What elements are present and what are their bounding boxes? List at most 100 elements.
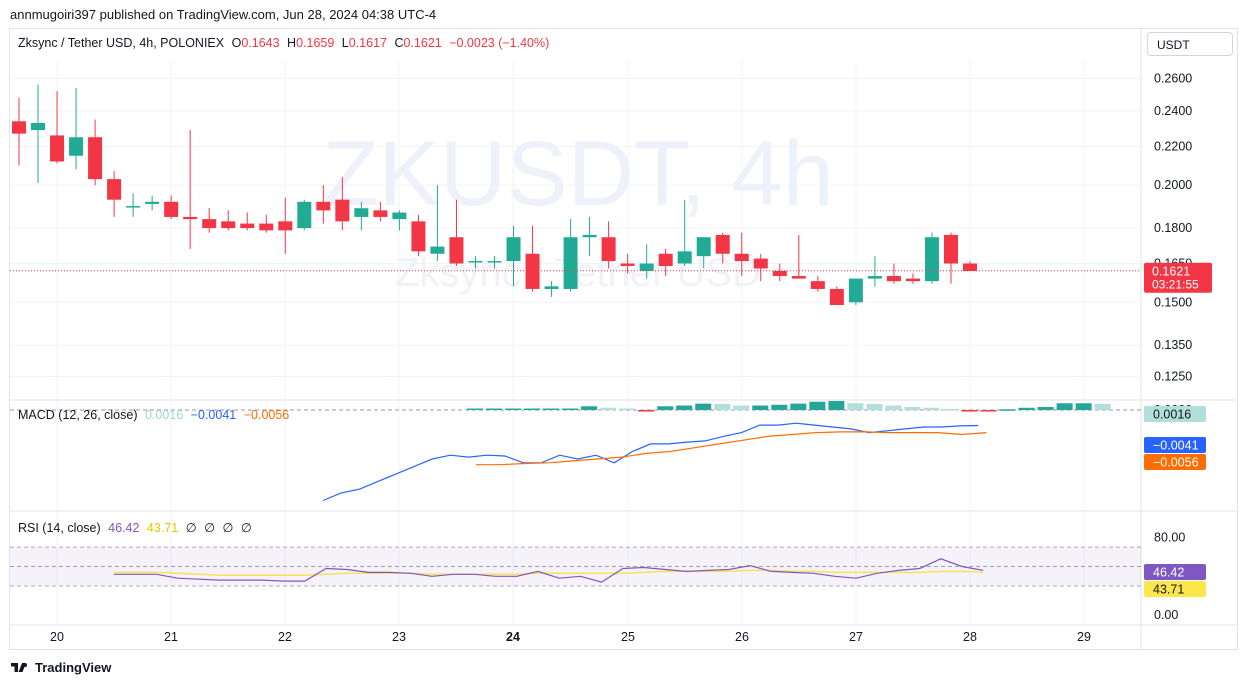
candle-body bbox=[734, 253, 749, 262]
macd-histogram-bar bbox=[828, 400, 845, 411]
price-tick-label: 0.1250 bbox=[1154, 370, 1192, 384]
macd-histogram-bar bbox=[695, 403, 712, 411]
candle-body bbox=[240, 223, 255, 229]
macd-histogram-bar bbox=[1018, 407, 1035, 411]
candle-body bbox=[943, 234, 958, 264]
x-tick-label: 24 bbox=[506, 630, 520, 644]
macd-histogram-bar bbox=[942, 408, 959, 411]
last-price-badge bbox=[1144, 262, 1212, 293]
candle-body bbox=[544, 286, 559, 289]
macd-histogram-bar bbox=[980, 410, 997, 412]
macd-histogram-bar bbox=[733, 405, 750, 411]
macd-histogram-bar bbox=[676, 405, 693, 411]
low-label: L bbox=[341, 36, 349, 50]
macd-signal-line bbox=[476, 431, 987, 466]
candle-body bbox=[677, 251, 692, 264]
macd-badge: −0.0041 bbox=[1153, 439, 1199, 453]
open-label: O bbox=[231, 36, 242, 50]
x-tick-label: 21 bbox=[164, 630, 178, 644]
candle-body bbox=[658, 253, 673, 266]
rsi-value: 46.42 bbox=[108, 521, 140, 535]
macd-histogram-bar bbox=[1075, 403, 1092, 411]
rsi-ma-badge: 43.71 bbox=[1153, 583, 1184, 597]
symbol-label[interactable]: Zksync / Tether USD, 4h, POLONIEX bbox=[18, 36, 225, 50]
candle-body bbox=[278, 221, 293, 231]
candle-body bbox=[810, 281, 825, 289]
candle-body bbox=[525, 253, 540, 289]
price-tick-label: 0.2600 bbox=[1154, 71, 1192, 85]
grid-layer bbox=[10, 28, 1238, 650]
candle-body bbox=[848, 278, 863, 303]
macd-histogram-bar bbox=[714, 404, 731, 411]
candle-body bbox=[772, 270, 787, 277]
rsi-ma-value: 43.71 bbox=[146, 521, 179, 535]
watermark-main: ZKUSDT, 4h bbox=[322, 123, 833, 225]
footer-brand[interactable]: TradingView bbox=[10, 660, 111, 675]
macd-signal-value: −0.0056 bbox=[243, 408, 290, 422]
macd-histogram-bar bbox=[752, 405, 769, 411]
countdown-text: 03:21:55 bbox=[1152, 278, 1199, 292]
macd-histogram-bar bbox=[505, 408, 522, 411]
x-tick-label: 26 bbox=[735, 630, 749, 644]
rsi-tick-label: 0.00 bbox=[1154, 608, 1178, 622]
candle-body bbox=[297, 201, 312, 229]
currency-button[interactable]: USDT bbox=[1147, 32, 1233, 56]
low-value: 0.1617 bbox=[348, 36, 387, 50]
macd-histogram-bar bbox=[923, 407, 940, 411]
rsi-badge: 46.42 bbox=[1153, 566, 1184, 580]
candle-body bbox=[867, 276, 882, 279]
x-tick-label: 27 bbox=[849, 630, 863, 644]
price-tick-label: 0.2200 bbox=[1154, 139, 1192, 153]
candle-body bbox=[88, 137, 103, 180]
price-tick-label: 0.1800 bbox=[1154, 221, 1192, 235]
macd-histogram-bar bbox=[524, 408, 541, 411]
candle-body bbox=[50, 135, 65, 162]
macd-hist-badge-bg bbox=[1144, 406, 1206, 422]
macd-histogram-bar bbox=[961, 410, 978, 412]
candle-body bbox=[221, 221, 236, 229]
price-tick-label: 0.2000 bbox=[1154, 178, 1192, 192]
macd-histogram-bar bbox=[904, 407, 921, 411]
candle-body bbox=[202, 219, 217, 229]
price-tick-label: 0.1500 bbox=[1154, 295, 1192, 309]
candle-body bbox=[12, 121, 26, 134]
macd-histogram-bar bbox=[1094, 404, 1111, 411]
macd-histogram-bar bbox=[866, 404, 883, 411]
candle-body bbox=[791, 276, 806, 279]
candle-body bbox=[31, 123, 46, 131]
candle-body bbox=[183, 216, 198, 220]
macd-histogram-bar bbox=[543, 408, 560, 411]
candle-body bbox=[316, 201, 331, 211]
macd-histogram-bar bbox=[999, 409, 1016, 411]
macd-histogram-bar bbox=[885, 405, 902, 411]
price-tick-label: 0.2400 bbox=[1154, 104, 1192, 118]
candle-body bbox=[145, 201, 160, 204]
macd-histogram-bar bbox=[486, 408, 503, 411]
candle-body bbox=[924, 237, 939, 282]
candle-body bbox=[905, 278, 920, 282]
candle-body bbox=[563, 237, 578, 289]
high-label: H bbox=[287, 36, 297, 50]
candle-body bbox=[601, 237, 616, 262]
macd-layer bbox=[10, 400, 1141, 502]
main-legend: Zksync / Tether USD, 4h, POLONIEX O0.164… bbox=[18, 36, 553, 50]
rsi-tick-label: 80.00 bbox=[1154, 530, 1185, 544]
rsi-ma-line bbox=[114, 569, 984, 577]
x-tick-label: 28 bbox=[963, 630, 977, 644]
rsi-label[interactable]: RSI (14, close) bbox=[18, 521, 101, 535]
rsi-extra-1: ∅ bbox=[185, 521, 197, 535]
candle-body bbox=[886, 276, 901, 282]
macd-legend: MACD (12, 26, close) 0.0016 −0.0041 −0.0… bbox=[18, 408, 293, 422]
high-value: 0.1659 bbox=[296, 36, 335, 50]
macd-histogram-bar bbox=[467, 408, 483, 411]
x-tick-label: 23 bbox=[392, 630, 406, 644]
candle-body bbox=[963, 263, 977, 271]
macd-label[interactable]: MACD (12, 26, close) bbox=[18, 408, 138, 422]
macd-histogram-bar bbox=[581, 406, 598, 411]
candle-body bbox=[411, 221, 426, 252]
macd-histogram-bar bbox=[790, 403, 807, 411]
candle-body bbox=[449, 237, 464, 264]
candle-body bbox=[69, 137, 84, 156]
